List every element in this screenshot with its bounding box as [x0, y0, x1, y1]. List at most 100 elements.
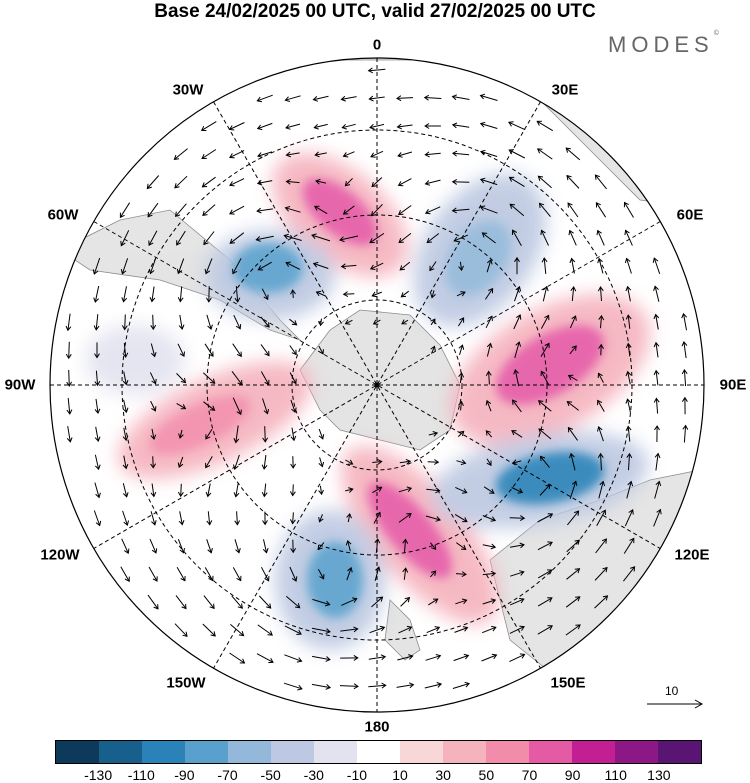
- wind-vector: [123, 342, 127, 358]
- polar-stereographic-map: [49, 57, 705, 713]
- wind-vector-head: [567, 202, 573, 208]
- wind-vector-head: [235, 548, 241, 554]
- wind-vector-head: [312, 261, 319, 268]
- wind-vector: [454, 627, 468, 633]
- wind-vector: [313, 95, 329, 101]
- wind-vector: [570, 453, 576, 471]
- wind-vector: [512, 399, 522, 413]
- wind-vector: [400, 290, 410, 298]
- wind-vector: [179, 286, 183, 302]
- wind-vector-head: [346, 512, 352, 519]
- wind-vector-head: [150, 324, 157, 331]
- wind-vector: [202, 623, 216, 637]
- wind-vector: [626, 258, 632, 274]
- wind-vector: [124, 314, 126, 330]
- wind-vector-head: [629, 537, 635, 544]
- wind-vector: [205, 428, 213, 440]
- wind-vector: [623, 538, 635, 554]
- wind-vector-head: [341, 123, 347, 130]
- wind-vector: [627, 426, 631, 442]
- wind-vector-head: [311, 233, 317, 240]
- wind-vector-head: [340, 95, 346, 102]
- wind-vector-head: [544, 314, 550, 321]
- wind-vector-head: [485, 399, 492, 406]
- wind-vector: [233, 314, 241, 330]
- wind-vector: [231, 595, 243, 609]
- wind-vector-head: [451, 178, 458, 185]
- wind-vector-head: [487, 315, 493, 321]
- wind-vector: [123, 286, 127, 302]
- wind-vector: [370, 150, 384, 158]
- wind-vector-head: [515, 341, 522, 347]
- wind-vector-head: [120, 268, 127, 275]
- wind-vector: [398, 233, 412, 243]
- wind-vector-head: [486, 342, 493, 349]
- wind-vector: [538, 175, 552, 189]
- wind-vector: [594, 567, 608, 581]
- graticule: [50, 58, 704, 712]
- wind-vector-head: [368, 95, 374, 102]
- wind-vector-head: [284, 96, 291, 102]
- wind-vector: [292, 512, 294, 524]
- wind-vector: [431, 290, 435, 298]
- wind-vector: [229, 205, 245, 215]
- wind-vector: [147, 202, 159, 218]
- wind-vector: [401, 319, 409, 325]
- wind-vector-head: [625, 370, 632, 377]
- wind-vector-head: [575, 596, 581, 602]
- wind-vector: [345, 319, 353, 325]
- wind-vector-head: [173, 154, 180, 160]
- wind-vector: [256, 653, 274, 663]
- wind-vector: [319, 457, 323, 467]
- wind-vector: [569, 481, 577, 499]
- wind-vector-head: [153, 604, 159, 610]
- colorbar-tick-label: 50: [478, 767, 495, 783]
- wind-vector-head: [205, 434, 211, 440]
- wind-vector-head: [263, 408, 270, 415]
- wind-vector: [424, 97, 442, 99]
- wind-vector: [400, 597, 410, 607]
- wind-vector-head: [239, 658, 246, 664]
- lon-label-120w: 120W: [40, 546, 80, 564]
- wind-vector: [486, 400, 492, 412]
- wind-vector: [569, 230, 577, 246]
- wind-vector: [311, 683, 331, 689]
- wind-vector: [342, 123, 356, 129]
- wind-vector-head: [654, 452, 661, 459]
- wind-vector: [260, 371, 270, 385]
- wind-vector: [425, 152, 441, 156]
- wind-vector: [341, 96, 357, 100]
- wind-vector: [369, 626, 385, 634]
- wind-vector-head: [235, 324, 242, 330]
- wind-vector-head: [93, 325, 100, 331]
- wind-vector-head: [121, 297, 128, 303]
- wind-vector-head: [119, 212, 125, 219]
- wind-vector: [509, 653, 525, 663]
- wind-vector: [396, 684, 414, 688]
- wind-vector: [292, 290, 294, 298]
- wind-vector-head: [180, 404, 187, 410]
- wind-vector-head: [257, 152, 263, 158]
- wind-vector-head: [150, 351, 157, 358]
- wind-vector: [683, 425, 687, 443]
- wind-vector-head: [92, 269, 99, 275]
- wind-vector: [256, 235, 274, 241]
- wind-vector: [594, 595, 608, 609]
- wind-vector-head: [315, 290, 322, 297]
- wind-vector: [289, 566, 297, 582]
- wind-vector: [292, 484, 294, 496]
- wind-vector-head: [353, 626, 359, 633]
- wind-vector-head: [480, 149, 486, 156]
- wind-vector-head: [94, 408, 101, 415]
- wind-vector-head: [433, 459, 440, 465]
- wind-vector-head: [513, 368, 519, 375]
- wind-vector-head: [209, 603, 215, 610]
- wind-vector: [536, 120, 554, 132]
- wind-vector-head: [347, 566, 353, 573]
- wind-vector: [371, 203, 383, 217]
- wind-vector-head: [453, 236, 459, 243]
- wind-vector-head: [434, 626, 441, 632]
- wind-vector: [482, 232, 496, 244]
- wind-vector: [371, 177, 383, 187]
- wind-vector: [485, 315, 493, 329]
